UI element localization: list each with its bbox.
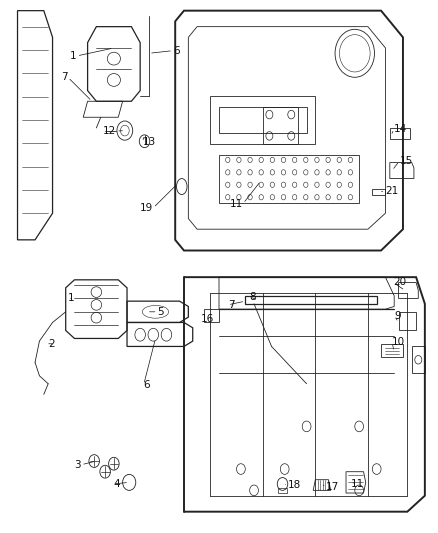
Text: 12: 12 [103,126,116,136]
Text: 13: 13 [142,138,155,147]
Text: 3: 3 [74,460,81,470]
Text: 7: 7 [228,300,234,310]
Text: 6: 6 [173,46,180,55]
Text: 15: 15 [399,156,413,166]
Text: 10: 10 [392,337,405,347]
Text: 8: 8 [250,292,256,302]
Text: 5: 5 [158,307,164,317]
Text: 11: 11 [350,479,364,489]
Text: 14: 14 [394,124,407,134]
Text: 1: 1 [68,294,74,303]
Text: 16: 16 [201,314,214,324]
Text: 9: 9 [394,311,401,320]
Text: 20: 20 [393,278,406,287]
Text: 6: 6 [144,380,150,390]
Text: 21: 21 [385,186,399,196]
Text: 19: 19 [140,203,153,213]
Text: 1: 1 [70,51,77,61]
Text: 4: 4 [113,479,120,489]
Text: 17: 17 [326,482,339,492]
Text: 7: 7 [61,72,68,82]
Text: 2: 2 [48,339,55,349]
Text: 11: 11 [230,199,243,208]
Text: 18: 18 [288,480,301,490]
